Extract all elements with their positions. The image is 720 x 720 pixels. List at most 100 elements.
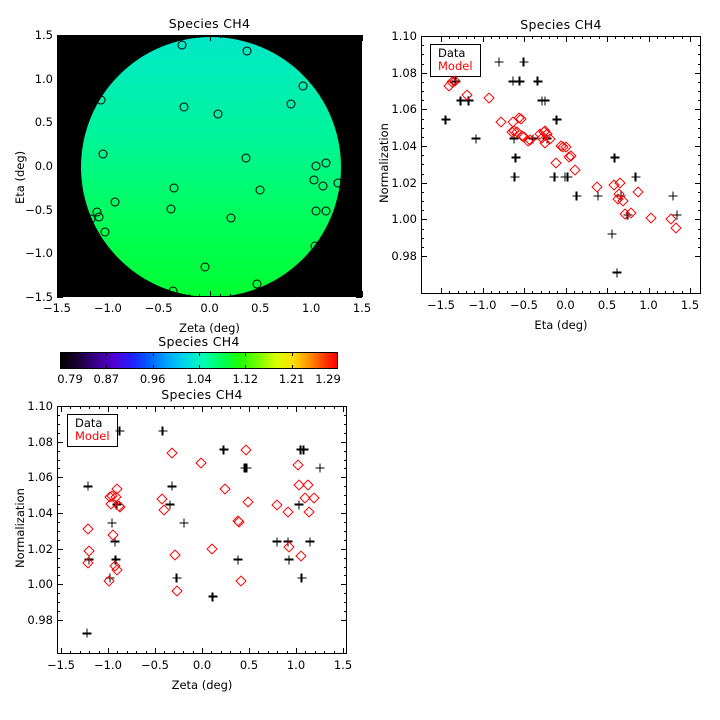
data-point-marker[interactable]: [471, 134, 481, 144]
data-point-marker[interactable]: [242, 463, 252, 473]
data-point-marker[interactable]: [284, 555, 294, 565]
data-point-marker[interactable]: [115, 426, 125, 436]
observation-marker[interactable]: [168, 286, 178, 296]
y-axis-minor-tick: [698, 100, 701, 102]
y-axis-minor-tick: [344, 602, 347, 604]
observation-marker[interactable]: [298, 81, 308, 91]
observation-marker[interactable]: [286, 99, 296, 109]
observation-marker[interactable]: [252, 279, 262, 289]
data-point-marker[interactable]: [451, 76, 461, 86]
data-point-marker[interactable]: [464, 96, 474, 106]
observation-marker[interactable]: [310, 241, 320, 251]
zeta-scatter-plot-frame[interactable]: Data Model: [57, 406, 347, 654]
x-axis-tick-label: 1.0: [302, 301, 321, 315]
observation-marker[interactable]: [94, 212, 104, 222]
observation-marker[interactable]: [226, 213, 236, 223]
observation-marker[interactable]: [96, 95, 106, 105]
observation-marker[interactable]: [309, 175, 319, 185]
data-point-marker[interactable]: [519, 57, 529, 67]
data-point-marker[interactable]: [82, 628, 92, 638]
data-point-marker[interactable]: [572, 191, 582, 201]
observation-marker[interactable]: [177, 40, 187, 50]
data-point-marker[interactable]: [563, 172, 573, 182]
data-point-marker[interactable]: [612, 268, 622, 278]
data-point-marker[interactable]: [233, 555, 243, 565]
eta-scatter-plot-frame[interactable]: Data Model: [421, 36, 701, 294]
data-point-marker[interactable]: [208, 592, 218, 602]
data-point-marker[interactable]: [112, 500, 122, 510]
x-axis-minor-tick: [631, 291, 633, 294]
data-point-marker[interactable]: [511, 153, 521, 163]
data-point-marker[interactable]: [616, 191, 626, 201]
data-point-marker[interactable]: [509, 134, 519, 144]
data-point-marker[interactable]: [172, 573, 182, 583]
observation-marker[interactable]: [76, 102, 86, 112]
observation-marker[interactable]: [242, 46, 252, 56]
data-point-marker[interactable]: [540, 96, 550, 106]
data-point-marker[interactable]: [441, 115, 451, 125]
observation-marker[interactable]: [213, 109, 223, 119]
observation-marker[interactable]: [166, 204, 176, 214]
observation-marker[interactable]: [69, 164, 79, 174]
data-point-marker[interactable]: [219, 445, 229, 455]
data-point-marker[interactable]: [515, 76, 525, 86]
observation-marker[interactable]: [321, 158, 331, 167]
data-point-marker[interactable]: [272, 537, 282, 547]
data-point-marker[interactable]: [593, 191, 603, 201]
observation-marker[interactable]: [100, 227, 110, 237]
data-point-marker[interactable]: [179, 518, 189, 528]
data-point-marker[interactable]: [542, 134, 552, 144]
observation-marker[interactable]: [255, 185, 265, 195]
data-point-marker[interactable]: [107, 518, 117, 528]
observation-marker[interactable]: [80, 69, 90, 79]
data-point-marker[interactable]: [528, 134, 538, 144]
eta-scatter-legend[interactable]: Data Model: [430, 44, 481, 77]
observation-marker[interactable]: [179, 102, 189, 112]
data-point-marker[interactable]: [315, 463, 325, 473]
data-point-marker[interactable]: [105, 573, 115, 583]
data-point-marker[interactable]: [297, 573, 307, 583]
data-point-marker[interactable]: [668, 191, 678, 201]
observation-marker[interactable]: [311, 206, 321, 216]
data-point-marker[interactable]: [456, 96, 466, 106]
data-point-marker[interactable]: [508, 76, 518, 86]
data-point-marker[interactable]: [111, 555, 121, 565]
data-point-marker[interactable]: [623, 210, 633, 220]
colorbar-tick-label: 1.12: [232, 372, 259, 386]
observation-marker[interactable]: [96, 84, 106, 94]
observation-marker[interactable]: [200, 262, 210, 272]
data-point-marker[interactable]: [167, 481, 177, 491]
observation-marker[interactable]: [110, 197, 120, 207]
x-axis-minor-tick: [331, 35, 333, 38]
data-point-marker[interactable]: [299, 445, 309, 455]
data-point-marker[interactable]: [672, 210, 682, 220]
data-point-marker[interactable]: [294, 500, 304, 510]
data-point-marker[interactable]: [494, 57, 504, 67]
data-point-marker[interactable]: [110, 537, 120, 547]
data-point-marker[interactable]: [533, 76, 543, 86]
zeta-scatter-legend[interactable]: Data Model: [67, 414, 118, 447]
observation-marker[interactable]: [311, 161, 321, 171]
y-axis-minor-tick: [698, 228, 701, 230]
data-point-marker[interactable]: [607, 229, 617, 239]
data-point-marker[interactable]: [158, 426, 168, 436]
observation-marker[interactable]: [321, 206, 331, 216]
y-axis-minor-tick: [57, 144, 60, 146]
data-point-marker[interactable]: [552, 115, 562, 125]
observation-marker[interactable]: [241, 153, 251, 163]
data-point-marker[interactable]: [610, 153, 620, 163]
data-point-marker[interactable]: [165, 500, 175, 510]
data-point-marker[interactable]: [83, 481, 93, 491]
data-point-marker[interactable]: [84, 555, 94, 565]
data-point-marker[interactable]: [549, 172, 559, 182]
x-axis-minor-tick: [230, 651, 232, 654]
observation-marker[interactable]: [318, 181, 328, 191]
observation-marker[interactable]: [169, 183, 179, 193]
data-point-marker[interactable]: [510, 172, 520, 182]
data-point-marker[interactable]: [283, 537, 293, 547]
observation-marker[interactable]: [74, 124, 84, 134]
observation-marker[interactable]: [98, 149, 108, 159]
observation-marker[interactable]: [333, 178, 343, 188]
data-point-marker[interactable]: [305, 537, 315, 547]
data-point-marker[interactable]: [631, 172, 641, 182]
